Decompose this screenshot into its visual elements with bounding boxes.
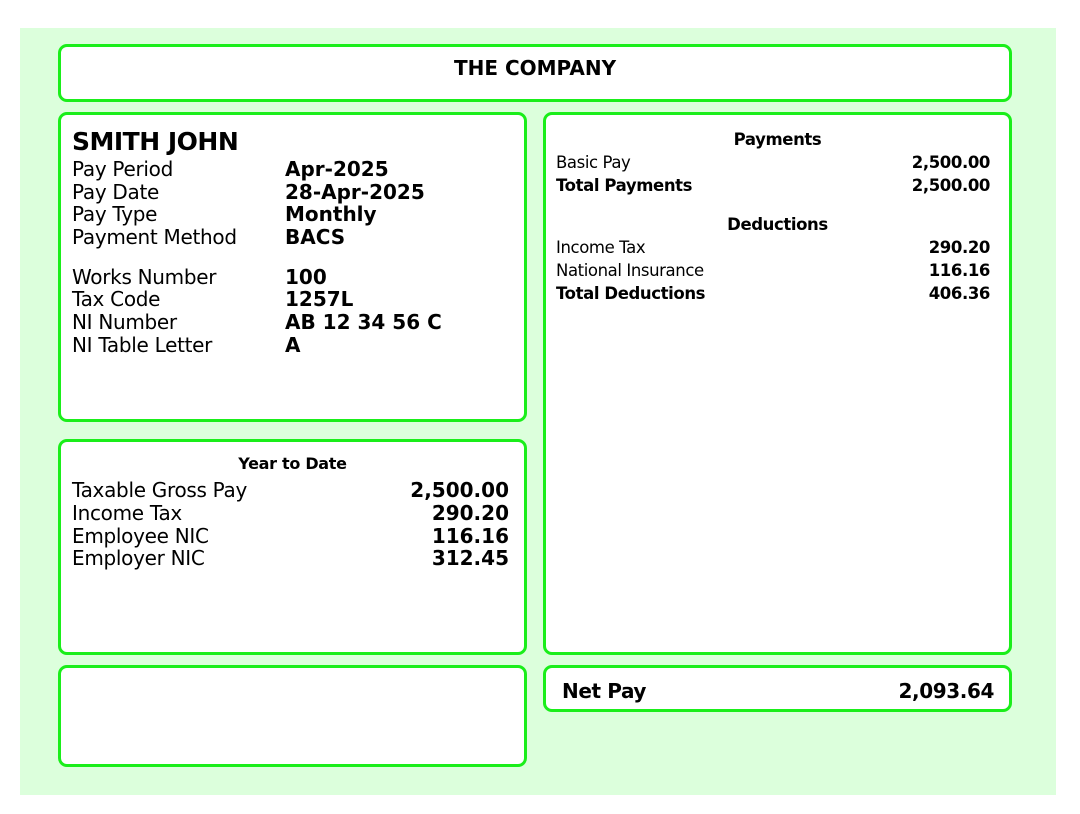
payment-value-basic-pay: 2,500.00: [911, 153, 991, 172]
net-pay-value: 2,093.64: [898, 679, 995, 703]
employee-details-box: SMITH JOHN Pay Period Apr-2025 Pay Date …: [58, 112, 527, 422]
label-pay-date: Pay Date: [72, 180, 160, 204]
value-pay-date: 28-Apr-2025: [285, 180, 425, 204]
label-works-number: Works Number: [72, 265, 217, 289]
total-deductions-label: Total Deductions: [556, 284, 706, 303]
payment-label-basic-pay: Basic Pay: [556, 153, 631, 172]
ytd-label-taxable-gross: Taxable Gross Pay: [72, 478, 248, 502]
value-ni-number: AB 12 34 56 C: [285, 310, 442, 334]
total-payments-label: Total Payments: [556, 176, 693, 195]
ytd-value-employee-nic: 116.16: [431, 524, 509, 548]
payments-title: Payments: [733, 130, 822, 149]
deduction-value-income-tax: 290.20: [928, 238, 991, 257]
ytd-value-income-tax: 290.20: [431, 501, 509, 525]
company-name: THE COMPANY: [453, 56, 617, 80]
ytd-title: Year to Date: [238, 454, 347, 473]
ytd-label-employer-nic: Employer NIC: [72, 546, 205, 570]
net-pay-label: Net Pay: [562, 679, 647, 703]
label-pay-period: Pay Period: [72, 157, 173, 181]
year-to-date-box: Year to Date Taxable Gross Pay 2,500.00 …: [58, 439, 527, 655]
payments-deductions-box: Payments Basic Pay 2,500.00 Total Paymen…: [543, 112, 1012, 655]
blank-box: [58, 665, 527, 767]
value-works-number: 100: [285, 265, 327, 289]
deduction-label-national-insurance: National Insurance: [556, 261, 704, 280]
employee-name: SMITH JOHN: [72, 127, 239, 156]
label-pay-type: Pay Type: [72, 202, 158, 226]
value-payment-method: BACS: [285, 225, 346, 249]
deductions-title: Deductions: [727, 215, 828, 234]
label-payment-method: Payment Method: [72, 225, 237, 249]
deduction-value-national-insurance: 116.16: [928, 261, 991, 280]
ytd-label-income-tax: Income Tax: [72, 501, 182, 525]
value-pay-period: Apr-2025: [285, 157, 389, 181]
label-ni-table-letter: NI Table Letter: [72, 333, 213, 357]
total-payments-value: 2,500.00: [911, 176, 991, 195]
label-tax-code: Tax Code: [72, 287, 161, 311]
company-header-box: THE COMPANY: [58, 44, 1012, 102]
ytd-value-taxable-gross: 2,500.00: [410, 478, 509, 502]
ytd-value-employer-nic: 312.45: [431, 546, 509, 570]
ytd-label-employee-nic: Employee NIC: [72, 524, 209, 548]
label-ni-number: NI Number: [72, 310, 177, 334]
deduction-label-income-tax: Income Tax: [556, 238, 646, 257]
value-ni-table-letter: A: [285, 333, 301, 357]
value-tax-code: 1257L: [285, 287, 354, 311]
net-pay-box: Net Pay 2,093.64: [543, 665, 1012, 712]
total-deductions-value: 406.36: [928, 284, 991, 303]
value-pay-type: Monthly: [285, 202, 377, 226]
